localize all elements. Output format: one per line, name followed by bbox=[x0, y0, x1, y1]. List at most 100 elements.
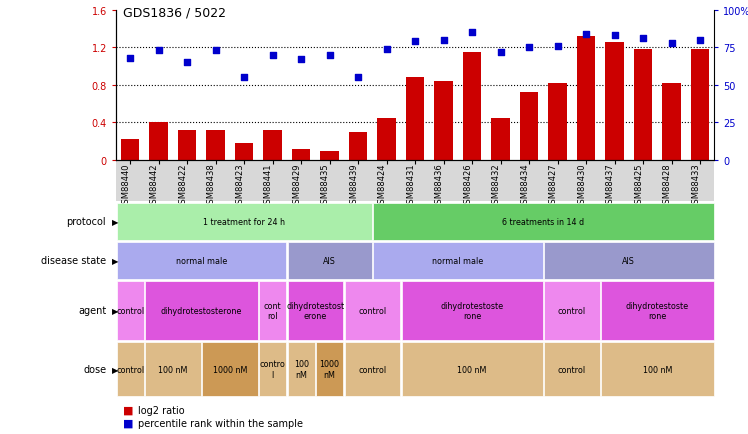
Point bbox=[352, 75, 364, 82]
Text: control: control bbox=[358, 306, 387, 315]
Point bbox=[153, 48, 165, 55]
Bar bbox=[662, 84, 681, 161]
Text: contro
l: contro l bbox=[260, 360, 286, 379]
Point bbox=[694, 37, 706, 44]
Point bbox=[551, 43, 563, 50]
Point bbox=[666, 40, 678, 47]
Text: ■: ■ bbox=[123, 405, 134, 415]
Bar bbox=[292, 149, 310, 161]
Text: cont
rol: cont rol bbox=[264, 301, 281, 320]
Text: GSM88424: GSM88424 bbox=[378, 163, 387, 208]
Text: GSM88433: GSM88433 bbox=[691, 163, 700, 208]
Point bbox=[324, 52, 336, 59]
Text: GSM88441: GSM88441 bbox=[263, 163, 273, 208]
Text: control: control bbox=[116, 365, 144, 374]
Point bbox=[580, 31, 592, 38]
Text: GSM88429: GSM88429 bbox=[292, 163, 301, 208]
Text: GSM88434: GSM88434 bbox=[520, 163, 529, 208]
Bar bbox=[235, 144, 254, 161]
Bar bbox=[577, 37, 595, 161]
Bar bbox=[206, 131, 225, 161]
Point bbox=[209, 48, 221, 55]
Text: 1000
nM: 1000 nM bbox=[319, 360, 340, 379]
Text: 100 nM: 100 nM bbox=[643, 365, 672, 374]
Point bbox=[637, 36, 649, 43]
Text: GSM88435: GSM88435 bbox=[321, 163, 330, 208]
Bar bbox=[178, 131, 197, 161]
Point bbox=[466, 30, 478, 37]
Bar bbox=[349, 132, 367, 161]
Text: ▶: ▶ bbox=[112, 365, 119, 374]
Text: AIS: AIS bbox=[622, 256, 635, 265]
Bar bbox=[491, 118, 510, 161]
Text: GSM88423: GSM88423 bbox=[235, 163, 244, 208]
Text: dihydrotestoste
rone: dihydrotestoste rone bbox=[441, 301, 503, 320]
Bar bbox=[406, 78, 424, 161]
Point bbox=[438, 37, 450, 44]
Text: GSM88426: GSM88426 bbox=[463, 163, 472, 208]
Text: control: control bbox=[358, 365, 387, 374]
Text: GDS1836 / 5022: GDS1836 / 5022 bbox=[123, 7, 227, 20]
Text: control: control bbox=[558, 306, 586, 315]
Text: GSM88437: GSM88437 bbox=[606, 163, 615, 208]
Text: log2 ratio: log2 ratio bbox=[138, 405, 185, 415]
Text: 100 nM: 100 nM bbox=[458, 365, 487, 374]
Point bbox=[494, 49, 506, 56]
Bar bbox=[320, 151, 339, 161]
Text: 1 treatment for 24 h: 1 treatment for 24 h bbox=[203, 217, 285, 226]
Text: AIS: AIS bbox=[323, 256, 336, 265]
Text: GSM88432: GSM88432 bbox=[491, 163, 500, 208]
Text: 100
nM: 100 nM bbox=[294, 360, 309, 379]
Bar bbox=[605, 43, 624, 161]
Text: dihydrotestost
erone: dihydrotestost erone bbox=[286, 301, 345, 320]
Bar bbox=[263, 131, 282, 161]
Bar bbox=[435, 82, 453, 161]
Text: GSM88428: GSM88428 bbox=[663, 163, 672, 208]
Text: 6 treatments in 14 d: 6 treatments in 14 d bbox=[503, 217, 584, 226]
Point bbox=[238, 75, 250, 82]
Bar bbox=[378, 118, 396, 161]
Text: GSM88438: GSM88438 bbox=[206, 163, 215, 208]
Text: GSM88427: GSM88427 bbox=[548, 163, 557, 208]
Bar bbox=[548, 84, 567, 161]
Text: GSM88425: GSM88425 bbox=[634, 163, 643, 208]
Text: ■: ■ bbox=[123, 418, 134, 428]
Bar bbox=[121, 140, 139, 161]
Bar bbox=[150, 123, 168, 161]
Point bbox=[523, 45, 535, 52]
Bar bbox=[691, 50, 709, 161]
Point bbox=[381, 46, 393, 53]
Text: GSM88439: GSM88439 bbox=[349, 163, 358, 208]
Bar bbox=[463, 53, 482, 161]
Text: dihydrotestoste
rone: dihydrotestoste rone bbox=[626, 301, 689, 320]
Text: percentile rank within the sample: percentile rank within the sample bbox=[138, 418, 304, 428]
Text: 100 nM: 100 nM bbox=[159, 365, 188, 374]
Text: GSM88422: GSM88422 bbox=[178, 163, 187, 208]
Text: GSM88430: GSM88430 bbox=[577, 163, 586, 208]
Text: ▶: ▶ bbox=[112, 217, 119, 226]
Text: normal male: normal male bbox=[432, 256, 483, 265]
Point bbox=[181, 60, 193, 67]
Text: agent: agent bbox=[78, 306, 106, 316]
Text: control: control bbox=[116, 306, 144, 315]
Text: dose: dose bbox=[83, 365, 106, 374]
Text: disease state: disease state bbox=[41, 256, 106, 266]
Text: ▶: ▶ bbox=[112, 306, 119, 315]
Text: GSM88431: GSM88431 bbox=[406, 163, 415, 208]
Text: dihydrotestosterone: dihydrotestosterone bbox=[161, 306, 242, 315]
Point bbox=[609, 33, 621, 40]
Text: normal male: normal male bbox=[176, 256, 227, 265]
Text: ▶: ▶ bbox=[112, 256, 119, 265]
Point bbox=[124, 55, 136, 62]
Point bbox=[409, 39, 421, 46]
Bar bbox=[520, 93, 539, 161]
Text: control: control bbox=[558, 365, 586, 374]
Point bbox=[267, 52, 279, 59]
Bar bbox=[634, 50, 652, 161]
Text: protocol: protocol bbox=[67, 217, 106, 227]
Text: GSM88436: GSM88436 bbox=[435, 163, 444, 208]
Text: 1000 nM: 1000 nM bbox=[212, 365, 247, 374]
Text: GSM88440: GSM88440 bbox=[121, 163, 130, 208]
Text: GSM88442: GSM88442 bbox=[150, 163, 159, 208]
Point bbox=[295, 57, 307, 64]
